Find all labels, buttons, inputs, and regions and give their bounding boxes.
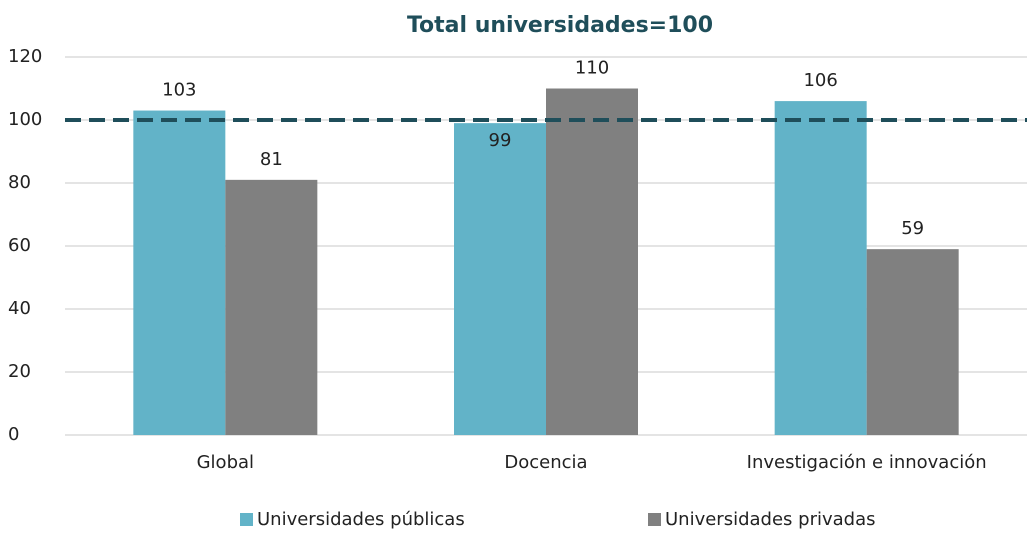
x-tick-label: Investigación e innovación bbox=[747, 452, 987, 473]
data-label: 103 bbox=[162, 80, 196, 101]
legend-swatch bbox=[648, 513, 661, 526]
y-tick-label: 80 bbox=[8, 172, 31, 193]
y-tick-label: 60 bbox=[8, 235, 31, 256]
bar bbox=[454, 123, 546, 436]
bar bbox=[546, 88, 638, 435]
data-label: 59 bbox=[901, 218, 924, 239]
data-label: 110 bbox=[575, 58, 609, 79]
x-tick-label: Global bbox=[197, 452, 254, 473]
y-tick-label: 0 bbox=[8, 424, 19, 445]
y-tick-label: 20 bbox=[8, 361, 31, 382]
data-label: 81 bbox=[260, 149, 283, 170]
bar bbox=[866, 249, 959, 435]
data-label: 106 bbox=[803, 70, 837, 91]
x-tick-label: Docencia bbox=[504, 452, 587, 473]
chart-title: Total universidades=100 bbox=[407, 13, 713, 38]
y-tick-label: 40 bbox=[8, 298, 31, 319]
legend-label: Universidades públicas bbox=[257, 509, 465, 530]
bar bbox=[133, 110, 226, 436]
data-label: 99 bbox=[489, 130, 512, 151]
y-tick-label: 100 bbox=[8, 109, 42, 130]
legend-swatch bbox=[240, 513, 253, 526]
bar bbox=[774, 101, 867, 435]
bar bbox=[225, 179, 318, 435]
legend-label: Universidades privadas bbox=[665, 509, 876, 530]
y-tick-label: 120 bbox=[8, 46, 42, 67]
